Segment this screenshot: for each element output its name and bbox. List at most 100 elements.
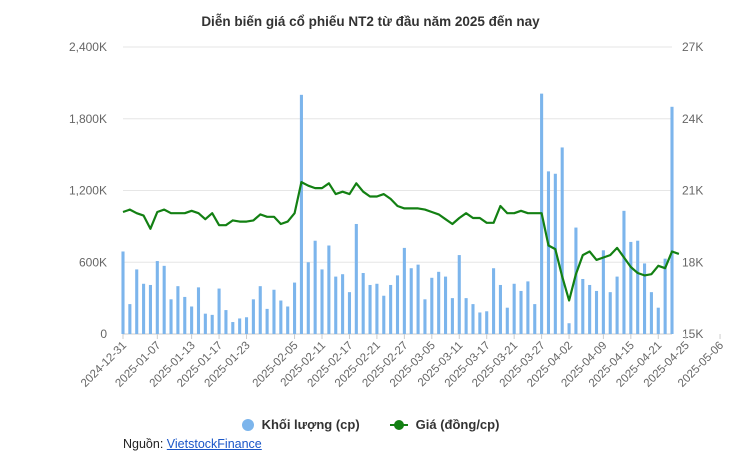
chart-title: Diễn biến giá cổ phiếu NT2 từ đầu năm 20… (201, 14, 540, 29)
volume-bar (395, 275, 400, 334)
volume-bars (121, 93, 674, 335)
y-right-tick-label: 15K (682, 327, 703, 341)
volume-bar (203, 313, 207, 334)
volume-bar (361, 273, 365, 334)
volume-bar (574, 227, 578, 334)
y-axis-right: 15K 18K 21K 24K 27K (682, 40, 703, 341)
volume-bar (663, 258, 667, 334)
volume-bar (615, 276, 619, 334)
volume-bar (594, 290, 599, 334)
volume-bar (183, 296, 187, 334)
volume-bar (238, 318, 242, 334)
volume-bar (471, 304, 475, 334)
volume-bar (265, 308, 269, 334)
y-right-tick-label: 18K (682, 255, 703, 269)
volume-bar (526, 281, 530, 334)
volume-bar (622, 210, 626, 334)
volume-bar (347, 292, 352, 334)
volume-bar (437, 271, 441, 334)
volume-bar (498, 284, 502, 334)
legend-price-marker (389, 419, 408, 430)
volume-bar (416, 264, 420, 334)
volume-bar (135, 269, 139, 334)
volume-bar (649, 292, 653, 334)
volume-bar (258, 286, 262, 334)
volume-bar (382, 295, 386, 334)
volume-bar (389, 284, 393, 334)
volume-bar (169, 299, 173, 334)
volume-bar (636, 240, 640, 334)
y-left-tick-label: 1,200K (69, 184, 107, 198)
price-line (122, 181, 680, 302)
legend-volume-marker (241, 418, 254, 431)
volume-bar (320, 269, 324, 334)
volume-bar (176, 286, 180, 334)
volume-bar (512, 283, 516, 334)
volume-bar (533, 304, 537, 334)
volume-bar (341, 274, 345, 334)
price-series-line (122, 181, 680, 302)
volume-bar (190, 306, 194, 334)
y-right-tick-label: 21K (682, 184, 703, 198)
volume-bar (306, 262, 310, 334)
volume-bar (567, 323, 571, 334)
volume-bar (142, 283, 146, 334)
volume-bar (553, 173, 557, 334)
legend-item-price[interactable]: Giá (đồng/cp) (389, 417, 500, 432)
volume-bar (430, 277, 434, 334)
volume-bar (327, 245, 331, 334)
volume-bar (670, 106, 674, 335)
volume-bar (643, 263, 647, 334)
volume-bar (128, 304, 132, 334)
volume-bar (505, 307, 509, 334)
y-left-tick-label: 1,800K (69, 112, 107, 126)
volume-bar (629, 241, 633, 334)
volume-bar (286, 306, 290, 334)
volume-bar (155, 261, 159, 334)
volume-bar (375, 283, 379, 334)
y-axis-left: 0 600K 1,200K 1,800K 2,400K (69, 40, 107, 341)
volume-bar (210, 314, 214, 334)
volume-bar (293, 282, 297, 334)
volume-bar (409, 268, 413, 334)
source-label: Nguồn: (123, 437, 164, 451)
volume-bar (478, 312, 482, 334)
volume-bar (423, 299, 427, 334)
volume-bar (231, 322, 235, 334)
y-right-tick-label: 27K (682, 40, 703, 54)
y-left-tick-label: 0 (100, 327, 107, 341)
volume-bar (588, 284, 592, 334)
volume-bar (251, 299, 255, 334)
volume-bar (244, 317, 249, 334)
volume-bar (148, 284, 152, 334)
volume-bar (608, 292, 612, 334)
y-left-tick-label: 600K (79, 255, 107, 269)
volume-bar (196, 287, 201, 334)
legend: Khối lượng (cp) Giá (đồng/cp) (0, 417, 741, 432)
volume-bar (368, 284, 372, 334)
volume-bar (457, 255, 461, 334)
volume-bar (224, 310, 228, 334)
volume-bar (354, 223, 358, 334)
y-right-tick-label: 24K (682, 112, 703, 126)
legend-price-label: Giá (đồng/cp) (415, 417, 500, 432)
volume-bar (121, 251, 125, 334)
volume-bar (546, 171, 551, 334)
volume-bar (299, 94, 303, 334)
volume-bar (217, 288, 221, 334)
legend-item-volume[interactable]: Khối lượng (cp) (241, 417, 360, 432)
volume-bar (464, 298, 468, 334)
volume-bar (402, 247, 406, 334)
volume-bar (162, 265, 166, 334)
volume-bar (443, 276, 448, 334)
legend-volume-label: Khối lượng (cp) (261, 417, 360, 432)
volume-bar (450, 298, 454, 334)
volume-bar (485, 311, 489, 334)
volume-bar (279, 300, 283, 334)
volume-bar (334, 276, 338, 334)
volume-bar (581, 278, 585, 334)
volume-bar (272, 289, 276, 334)
source-link[interactable]: VietstockFinance (166, 437, 262, 451)
y-left-tick-label: 2,400K (69, 40, 107, 54)
